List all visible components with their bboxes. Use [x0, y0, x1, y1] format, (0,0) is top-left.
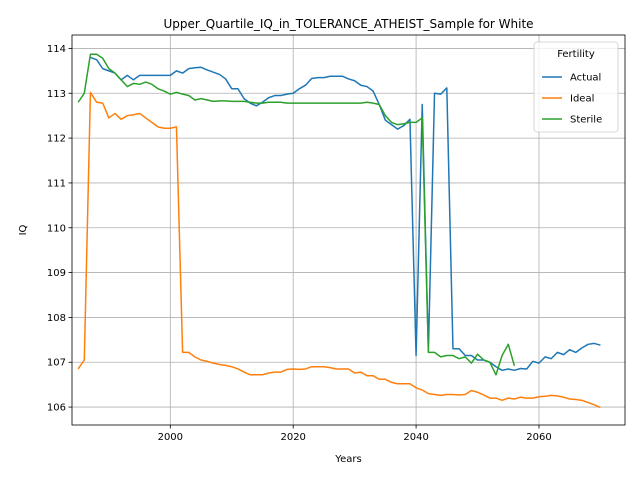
y-tick-label: 112 — [47, 134, 66, 145]
y-axis-ticks: 106 107 108 109 110 111 112 113 114 — [47, 44, 72, 414]
y-tick-label: 108 — [47, 313, 66, 324]
legend-box — [533, 41, 619, 133]
series-line-ideal — [77, 91, 601, 409]
y-tick-label: 107 — [47, 358, 66, 369]
y-tick-label: 106 — [47, 403, 66, 414]
x-axis-ticks: 2000 2020 2040 2060 — [158, 425, 552, 443]
y-tick-label: 110 — [47, 223, 66, 234]
x-tick-label: 2060 — [526, 432, 551, 443]
y-axis-label: IQ — [18, 224, 29, 235]
y-tick-label: 109 — [47, 268, 66, 279]
series-lines — [77, 53, 601, 409]
x-tick-label: 2020 — [280, 432, 305, 443]
series-line-actual — [90, 56, 601, 372]
x-axis-label: Years — [334, 454, 361, 465]
x-tick-label: 2000 — [158, 432, 183, 443]
chart-title: Upper_Quartile_IQ_in_TOLERANCE_ATHEIST_S… — [163, 17, 533, 31]
legend-label-actual: Actual — [570, 73, 601, 84]
legend-title: Fertility — [557, 49, 595, 60]
y-tick-label: 114 — [47, 44, 66, 55]
gridlines — [72, 35, 625, 425]
series-line-sterile — [77, 53, 516, 376]
y-tick-label: 111 — [47, 178, 66, 189]
x-tick-label: 2040 — [403, 432, 428, 443]
y-tick-label: 113 — [47, 89, 66, 100]
legend-label-sterile: Sterile — [570, 115, 602, 126]
legend: Fertility Actual Ideal Sterile — [533, 41, 619, 133]
legend-label-ideal: Ideal — [570, 94, 594, 105]
plot-frame — [71, 34, 626, 426]
